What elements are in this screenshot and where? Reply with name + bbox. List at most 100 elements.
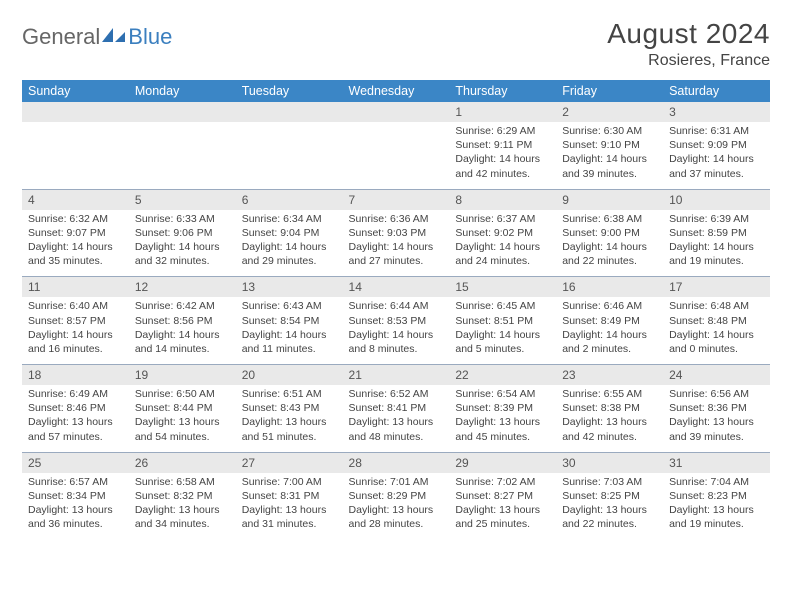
sunrise-text: Sunrise: 6:51 AM: [242, 387, 337, 401]
date-number-cell: 20: [236, 365, 343, 386]
weekday-header: Wednesday: [343, 80, 450, 102]
date-data-cell: Sunrise: 6:51 AMSunset: 8:43 PMDaylight:…: [236, 385, 343, 452]
day1-text: Daylight: 13 hours: [669, 415, 764, 429]
day2-text: and 8 minutes.: [349, 342, 444, 356]
date-number-cell: 28: [343, 452, 450, 473]
date-data-cell: Sunrise: 6:48 AMSunset: 8:48 PMDaylight:…: [663, 297, 770, 364]
date-number-cell: 12: [129, 277, 236, 298]
day1-text: Daylight: 13 hours: [455, 415, 550, 429]
day1-text: Daylight: 14 hours: [135, 328, 230, 342]
sunset-text: Sunset: 9:04 PM: [242, 226, 337, 240]
date-data-cell: Sunrise: 6:32 AMSunset: 9:07 PMDaylight:…: [22, 210, 129, 277]
date-data-cell: Sunrise: 6:34 AMSunset: 9:04 PMDaylight:…: [236, 210, 343, 277]
day2-text: and 11 minutes.: [242, 342, 337, 356]
sunset-text: Sunset: 8:49 PM: [562, 314, 657, 328]
logo-text-1: General: [22, 24, 100, 50]
location-label: Rosieres, France: [607, 52, 770, 70]
sunset-text: Sunset: 8:36 PM: [669, 401, 764, 415]
sunrise-text: Sunrise: 7:04 AM: [669, 475, 764, 489]
day2-text: and 29 minutes.: [242, 254, 337, 268]
day2-text: and 34 minutes.: [135, 517, 230, 531]
sunset-text: Sunset: 9:03 PM: [349, 226, 444, 240]
sunrise-text: Sunrise: 6:45 AM: [455, 299, 550, 313]
day2-text: and 24 minutes.: [455, 254, 550, 268]
date-number-row: 25262728293031: [22, 452, 770, 473]
sunrise-text: Sunrise: 6:36 AM: [349, 212, 444, 226]
date-data-cell: [343, 122, 450, 189]
day2-text: and 42 minutes.: [562, 430, 657, 444]
sunrise-text: Sunrise: 6:49 AM: [28, 387, 123, 401]
sunrise-text: Sunrise: 6:55 AM: [562, 387, 657, 401]
day1-text: Daylight: 13 hours: [349, 503, 444, 517]
sunrise-text: Sunrise: 6:46 AM: [562, 299, 657, 313]
day2-text: and 32 minutes.: [135, 254, 230, 268]
date-data-cell: Sunrise: 6:45 AMSunset: 8:51 PMDaylight:…: [449, 297, 556, 364]
calendar-body: 12 3 Sunrise: 6:29 AMSunset: 9:11 PMDaylig…: [22, 102, 770, 539]
sunset-text: Sunset: 8:51 PM: [455, 314, 550, 328]
calendar-page: General Blue August 2024 Rosieres, Franc…: [0, 0, 792, 612]
sunset-text: Sunset: 8:27 PM: [455, 489, 550, 503]
date-data-cell: [129, 122, 236, 189]
day2-text: and 22 minutes.: [562, 517, 657, 531]
sunset-text: Sunset: 8:56 PM: [135, 314, 230, 328]
sunrise-text: Sunrise: 6:54 AM: [455, 387, 550, 401]
date-number-cell: [129, 102, 236, 122]
date-number-row: 18192021222324: [22, 365, 770, 386]
day1-text: Daylight: 14 hours: [562, 152, 657, 166]
date-data-cell: Sunrise: 6:52 AMSunset: 8:41 PMDaylight:…: [343, 385, 450, 452]
day2-text: and 27 minutes.: [349, 254, 444, 268]
weekday-header: Saturday: [663, 80, 770, 102]
date-number-cell: 29: [449, 452, 556, 473]
date-data-cell: Sunrise: 6:31 AMSunset: 9:09 PMDaylight:…: [663, 122, 770, 189]
date-number-cell: 27: [236, 452, 343, 473]
date-number-cell: 21: [343, 365, 450, 386]
sunset-text: Sunset: 8:57 PM: [28, 314, 123, 328]
day1-text: Daylight: 13 hours: [242, 415, 337, 429]
day1-text: Daylight: 13 hours: [455, 503, 550, 517]
sunrise-text: Sunrise: 6:42 AM: [135, 299, 230, 313]
sunset-text: Sunset: 8:31 PM: [242, 489, 337, 503]
date-number-cell: 5: [129, 189, 236, 210]
day1-text: Daylight: 14 hours: [455, 328, 550, 342]
sunset-text: Sunset: 8:25 PM: [562, 489, 657, 503]
sunrise-text: Sunrise: 7:02 AM: [455, 475, 550, 489]
sunrise-text: Sunrise: 6:58 AM: [135, 475, 230, 489]
sunrise-text: Sunrise: 6:48 AM: [669, 299, 764, 313]
day2-text: and 2 minutes.: [562, 342, 657, 356]
date-data-cell: Sunrise: 6:46 AMSunset: 8:49 PMDaylight:…: [556, 297, 663, 364]
day2-text: and 45 minutes.: [455, 430, 550, 444]
sunset-text: Sunset: 8:54 PM: [242, 314, 337, 328]
sunset-text: Sunset: 9:07 PM: [28, 226, 123, 240]
date-data-cell: Sunrise: 6:33 AMSunset: 9:06 PMDaylight:…: [129, 210, 236, 277]
sunrise-text: Sunrise: 6:57 AM: [28, 475, 123, 489]
sunrise-text: Sunrise: 6:39 AM: [669, 212, 764, 226]
date-data-cell: [236, 122, 343, 189]
sunrise-text: Sunrise: 6:31 AM: [669, 124, 764, 138]
date-data-cell: Sunrise: 6:37 AMSunset: 9:02 PMDaylight:…: [449, 210, 556, 277]
date-data-cell: Sunrise: 6:29 AMSunset: 9:11 PMDaylight:…: [449, 122, 556, 189]
day1-text: Daylight: 13 hours: [562, 503, 657, 517]
date-number-cell: 6: [236, 189, 343, 210]
day2-text: and 54 minutes.: [135, 430, 230, 444]
day1-text: Daylight: 14 hours: [562, 328, 657, 342]
day2-text: and 35 minutes.: [28, 254, 123, 268]
date-data-cell: Sunrise: 6:43 AMSunset: 8:54 PMDaylight:…: [236, 297, 343, 364]
sunrise-text: Sunrise: 7:03 AM: [562, 475, 657, 489]
day1-text: Daylight: 14 hours: [28, 240, 123, 254]
sunset-text: Sunset: 8:32 PM: [135, 489, 230, 503]
day1-text: Daylight: 13 hours: [28, 415, 123, 429]
day1-text: Daylight: 13 hours: [135, 415, 230, 429]
date-number-cell: 10: [663, 189, 770, 210]
date-data-cell: Sunrise: 7:00 AMSunset: 8:31 PMDaylight:…: [236, 473, 343, 540]
date-number-cell: 3: [663, 102, 770, 122]
date-data-cell: Sunrise: 6:40 AMSunset: 8:57 PMDaylight:…: [22, 297, 129, 364]
date-number-cell: 2: [556, 102, 663, 122]
weekday-header: Sunday: [22, 80, 129, 102]
date-data-cell: Sunrise: 6:36 AMSunset: 9:03 PMDaylight:…: [343, 210, 450, 277]
sunset-text: Sunset: 8:38 PM: [562, 401, 657, 415]
sunset-text: Sunset: 8:44 PM: [135, 401, 230, 415]
day2-text: and 25 minutes.: [455, 517, 550, 531]
weekday-header-row: Sunday Monday Tuesday Wednesday Thursday…: [22, 80, 770, 102]
sunset-text: Sunset: 8:59 PM: [669, 226, 764, 240]
sunrise-text: Sunrise: 6:43 AM: [242, 299, 337, 313]
